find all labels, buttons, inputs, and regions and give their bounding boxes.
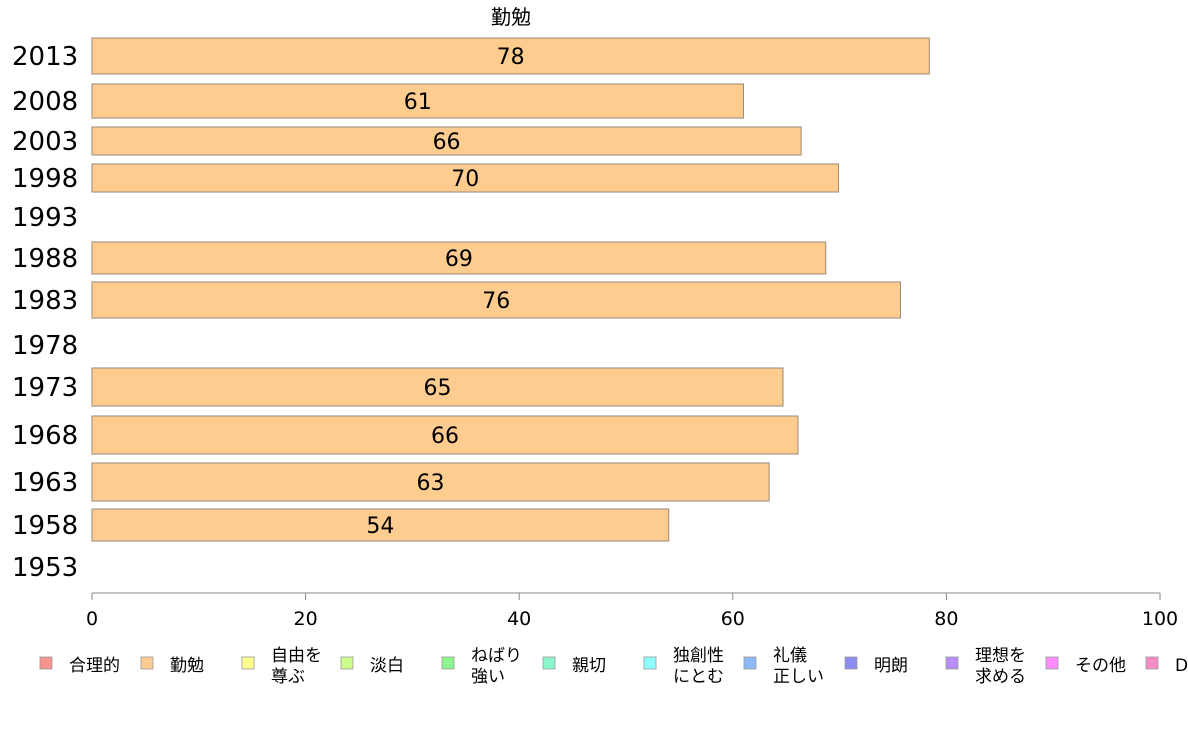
y-tick-label: 2008 <box>12 87 78 117</box>
bar-value-label: 63 <box>417 471 445 496</box>
bar <box>91 462 770 502</box>
legend-label: D <box>1175 656 1188 676</box>
legend-swatch <box>340 656 354 670</box>
bar <box>91 281 901 319</box>
bar <box>91 241 827 275</box>
legend-swatch <box>241 656 255 670</box>
legend-label: 自由を <box>271 646 322 666</box>
x-axis: 0 20 40 60 80 100 <box>86 592 1178 630</box>
legend-label: その他 <box>1075 656 1126 676</box>
bar-value-label: 76 <box>482 289 510 314</box>
legend-swatch <box>1145 656 1159 670</box>
legend-label: 親切 <box>572 656 606 676</box>
legend-swatch <box>743 656 757 670</box>
legend-label: ねばり <box>471 646 522 666</box>
legend-label: 淡白 <box>370 656 404 676</box>
legend-label: 独創性 <box>673 646 724 666</box>
legend-label: 理想を <box>975 646 1026 666</box>
y-tick-label: 1978 <box>12 331 78 361</box>
y-tick-label: 1993 <box>12 203 78 233</box>
legend-label: 合理的 <box>69 656 120 676</box>
y-tick-label: 2003 <box>12 127 78 157</box>
legend-label: 勤勉 <box>170 656 204 676</box>
legend-label: にとむ <box>673 667 724 687</box>
bar-value-label: 66 <box>431 424 459 449</box>
y-tick-label: 1988 <box>12 244 78 274</box>
bar <box>91 37 930 75</box>
legend-label: 礼儀 <box>773 646 807 666</box>
legend-swatch <box>844 656 858 670</box>
bar-value-label: 61 <box>404 90 432 115</box>
x-tick-label: 100 <box>1142 608 1178 630</box>
legend-swatch <box>140 656 154 670</box>
bar <box>91 508 670 542</box>
y-tick-label: 1968 <box>12 421 78 451</box>
legend-swatch <box>945 656 959 670</box>
legend-label: 正しい <box>773 667 824 687</box>
bar-value-label: 70 <box>451 167 479 192</box>
x-tick-label: 80 <box>934 608 958 630</box>
bar <box>91 163 840 193</box>
legend-swatch <box>39 656 53 670</box>
y-tick-label: 2013 <box>12 42 78 72</box>
y-tick-label: 1983 <box>12 286 78 316</box>
y-tick-label: 1958 <box>12 511 78 541</box>
x-tick-label: 20 <box>294 608 318 630</box>
legend-swatch <box>542 656 556 670</box>
x-tick-label: 60 <box>721 608 745 630</box>
bar-value-label: 54 <box>366 514 394 539</box>
y-tick-label: 1953 <box>12 553 78 583</box>
bar-value-label: 78 <box>497 45 525 70</box>
bar-value-label: 65 <box>423 376 451 401</box>
legend-swatch <box>1045 656 1059 670</box>
legend-label: 尊ぶ <box>271 667 305 687</box>
bar-value-label: 69 <box>445 247 473 272</box>
bar-value-label: 66 <box>433 130 461 155</box>
y-tick-label: 1973 <box>12 373 78 403</box>
bar <box>91 415 799 455</box>
bar <box>91 83 744 119</box>
x-tick-label: 0 <box>86 608 98 630</box>
y-tick-label: 1998 <box>12 164 78 194</box>
legend-swatch <box>441 656 455 670</box>
y-tick-label: 1963 <box>12 468 78 498</box>
chart-title: 勤勉 <box>491 5 531 29</box>
legend-label: 求める <box>975 667 1026 687</box>
x-tick-label: 40 <box>507 608 531 630</box>
bar <box>91 367 784 407</box>
y-axis-labels: 2013 2008 2003 1998 1993 1988 1983 1978 1973 1968… <box>12 42 78 583</box>
legend-label: 強い <box>471 667 505 687</box>
legend-swatch <box>643 656 657 670</box>
legend-label: 明朗 <box>874 656 908 676</box>
bar <box>91 126 802 156</box>
